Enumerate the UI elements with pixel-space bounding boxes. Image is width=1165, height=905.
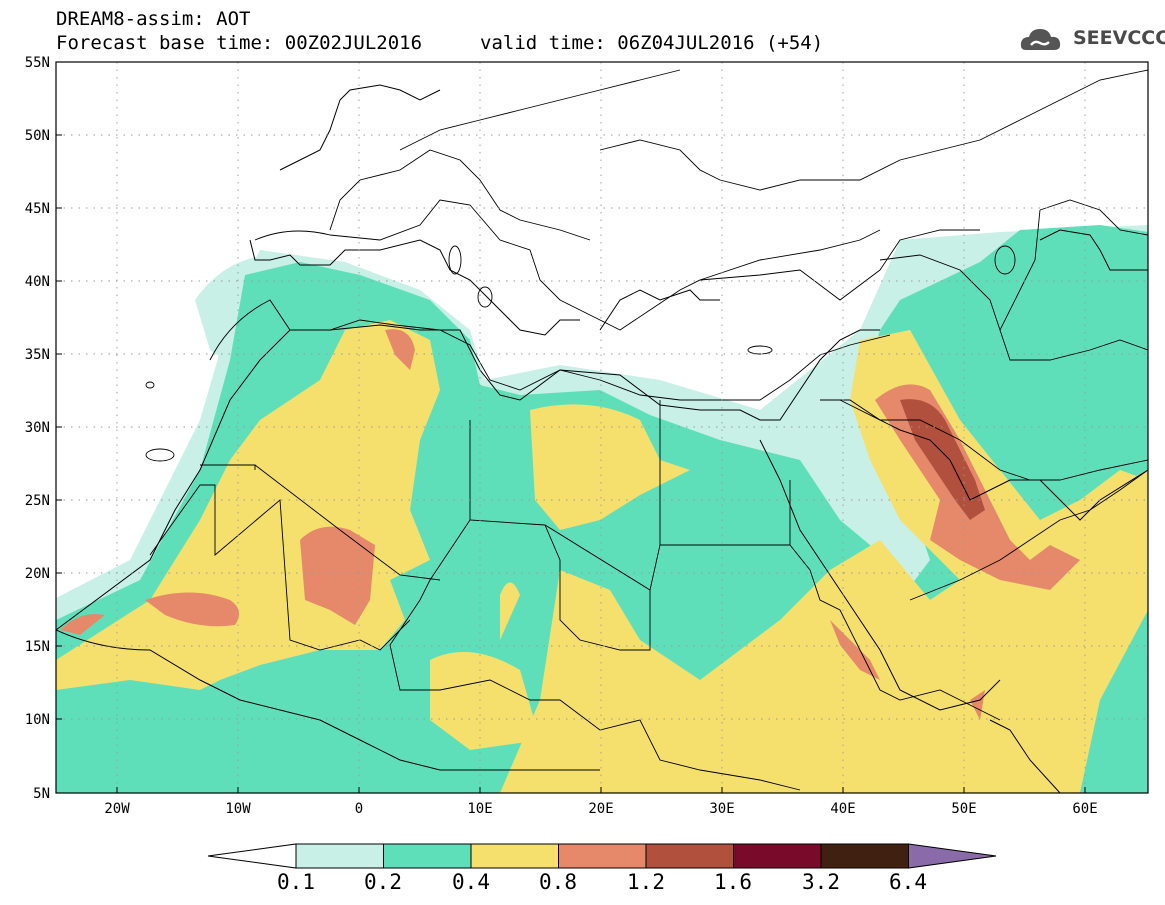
lat-label: 5N — [33, 786, 50, 802]
colorbar-label: 1.2 — [627, 870, 665, 894]
colorbar-label: 0.2 — [364, 870, 402, 894]
lat-label: 20N — [25, 566, 50, 582]
colorbar-bin — [645, 843, 734, 869]
cloud-icon — [1020, 29, 1061, 50]
lat-label: 10N — [25, 712, 50, 728]
map-islands — [145, 245, 1016, 462]
colorbar-over-triangle — [908, 843, 997, 869]
lon-label: 20W — [104, 801, 130, 817]
lon-label: 30E — [709, 801, 734, 817]
colorbar — [207, 843, 997, 869]
lon-label: 10W — [225, 801, 251, 817]
colorbar-bin — [295, 843, 384, 869]
lat-label: 45N — [25, 201, 50, 217]
logo-text: SEEVCCC — [1073, 27, 1165, 49]
lon-label: 50E — [951, 801, 976, 817]
coastlines — [56, 84, 1148, 793]
colorbar-bin — [558, 843, 647, 869]
lat-label: 40N — [25, 274, 50, 290]
colorbar-label: 6.4 — [889, 870, 927, 894]
lon-label: 0 — [355, 801, 363, 817]
country-borders — [149, 69, 1148, 791]
lon-label: 20E — [588, 801, 613, 817]
lat-label: 50N — [25, 128, 50, 144]
lon-label: 10E — [467, 801, 492, 817]
longitude-labels: 20W 10W 0 10E 20E 30E 40E 50E 60E — [104, 801, 1097, 817]
lat-label: 35N — [25, 347, 50, 363]
colorbar-bin — [820, 843, 909, 869]
lon-label: 60E — [1072, 801, 1097, 817]
colorbar-label: 3.2 — [802, 870, 840, 894]
colorbar-bin — [733, 843, 822, 869]
colorbar-label: 0.1 — [277, 870, 315, 894]
colorbar-under-triangle — [207, 843, 297, 869]
colorbar-bin — [470, 843, 559, 869]
colorbar-bin — [383, 843, 472, 869]
lat-label: 30N — [25, 420, 50, 436]
lat-label: 55N — [25, 55, 50, 71]
colorbar-label: 0.4 — [452, 870, 490, 894]
model-title: DREAM8-assim: AOT — [56, 8, 251, 30]
colorbar-label: 0.8 — [539, 870, 577, 894]
lat-label: 25N — [25, 493, 50, 509]
latitude-labels: 55N 50N 45N 40N 35N 30N 25N 20N 15N 10N … — [25, 55, 50, 802]
valid-time-label: valid time: 06Z04JUL2016 (+54) — [480, 32, 824, 54]
lat-label: 15N — [25, 639, 50, 655]
colorbar-label: 1.6 — [714, 870, 752, 894]
lon-label: 40E — [830, 801, 855, 817]
base-time-label: Forecast base time: 00Z02JUL2016 — [56, 32, 423, 54]
